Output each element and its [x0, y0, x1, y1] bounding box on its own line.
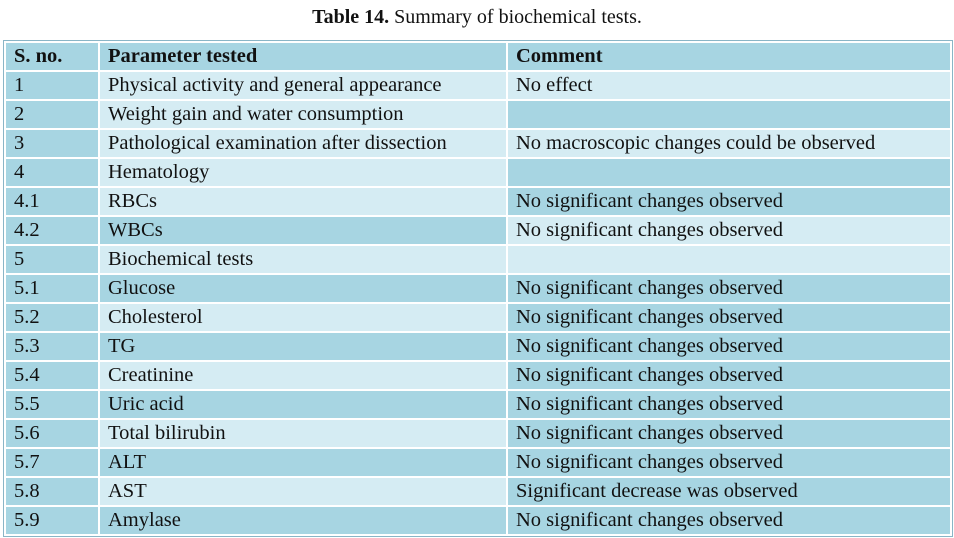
cell-sno: 4.2	[6, 217, 98, 244]
cell-comment: No significant changes observed	[508, 304, 950, 331]
table-row: 1 Physical activity and general appearan…	[6, 72, 950, 99]
cell-parameter: Glucose	[100, 275, 506, 302]
table-row: 4.1 RBCs No significant changes observed	[6, 188, 950, 215]
table-row: 5.4 Creatinine No significant changes ob…	[6, 362, 950, 389]
cell-comment: No significant changes observed	[508, 188, 950, 215]
table-row: 5.8 AST Significant decrease was observe…	[6, 478, 950, 505]
cell-parameter: Physical activity and general appearance	[100, 72, 506, 99]
table-row: 5.7 ALT No significant changes observed	[6, 449, 950, 476]
cell-sno: 5.9	[6, 507, 98, 534]
summary-table-container: S. no. Parameter tested Comment 1 Physic…	[3, 40, 953, 537]
header-parameter: Parameter tested	[100, 43, 506, 70]
cell-parameter: TG	[100, 333, 506, 360]
cell-comment	[508, 101, 950, 128]
caption-text: Summary of biochemical tests.	[394, 6, 642, 28]
cell-parameter: AST	[100, 478, 506, 505]
cell-sno: 5.4	[6, 362, 98, 389]
cell-sno: 5.2	[6, 304, 98, 331]
cell-sno: 2	[6, 101, 98, 128]
cell-comment: No significant changes observed	[508, 420, 950, 447]
table-row: 5.1 Glucose No significant changes obser…	[6, 275, 950, 302]
table-row: 5 Biochemical tests	[6, 246, 950, 273]
table-caption: Table 14. Summary of biochemical tests.	[0, 4, 954, 30]
cell-sno: 5.7	[6, 449, 98, 476]
cell-parameter: Total bilirubin	[100, 420, 506, 447]
cell-parameter: Biochemical tests	[100, 246, 506, 273]
cell-comment: No effect	[508, 72, 950, 99]
cell-parameter: Weight gain and water consumption	[100, 101, 506, 128]
cell-comment: No significant changes observed	[508, 391, 950, 418]
cell-parameter: Hematology	[100, 159, 506, 186]
table-row: 2 Weight gain and water consumption	[6, 101, 950, 128]
header-comment: Comment	[508, 43, 950, 70]
table-row: 4 Hematology	[6, 159, 950, 186]
cell-comment: No significant changes observed	[508, 275, 950, 302]
cell-sno: 5.6	[6, 420, 98, 447]
cell-sno: 4	[6, 159, 98, 186]
header-row: S. no. Parameter tested Comment	[6, 43, 950, 70]
table-row: 5.2 Cholesterol No significant changes o…	[6, 304, 950, 331]
table-row: 4.2 WBCs No significant changes observed	[6, 217, 950, 244]
table-row: 5.5 Uric acid No significant changes obs…	[6, 391, 950, 418]
cell-sno: 5.1	[6, 275, 98, 302]
cell-parameter: Uric acid	[100, 391, 506, 418]
cell-comment: No significant changes observed	[508, 362, 950, 389]
cell-sno: 5.8	[6, 478, 98, 505]
cell-parameter: ALT	[100, 449, 506, 476]
table-row: 5.6 Total bilirubin No significant chang…	[6, 420, 950, 447]
cell-sno: 5	[6, 246, 98, 273]
cell-comment: No significant changes observed	[508, 507, 950, 534]
cell-parameter: Creatinine	[100, 362, 506, 389]
table-row: 5.9 Amylase No significant changes obser…	[6, 507, 950, 534]
table-row: 3 Pathological examination after dissect…	[6, 130, 950, 157]
cell-parameter: Pathological examination after dissectio…	[100, 130, 506, 157]
cell-comment: Significant decrease was observed	[508, 478, 950, 505]
cell-parameter: WBCs	[100, 217, 506, 244]
cell-comment	[508, 159, 950, 186]
cell-comment: No macroscopic changes could be observed	[508, 130, 950, 157]
cell-comment	[508, 246, 950, 273]
cell-comment: No significant changes observed	[508, 449, 950, 476]
cell-sno: 5.5	[6, 391, 98, 418]
table-row: 5.3 TG No significant changes observed	[6, 333, 950, 360]
cell-sno: 4.1	[6, 188, 98, 215]
caption-label: Table 14.	[312, 6, 390, 28]
cell-comment: No significant changes observed	[508, 333, 950, 360]
header-sno: S. no.	[6, 43, 98, 70]
summary-table: S. no. Parameter tested Comment 1 Physic…	[4, 41, 952, 536]
cell-parameter: Amylase	[100, 507, 506, 534]
cell-sno: 1	[6, 72, 98, 99]
cell-sno: 3	[6, 130, 98, 157]
cell-parameter: RBCs	[100, 188, 506, 215]
cell-comment: No significant changes observed	[508, 217, 950, 244]
cell-parameter: Cholesterol	[100, 304, 506, 331]
cell-sno: 5.3	[6, 333, 98, 360]
